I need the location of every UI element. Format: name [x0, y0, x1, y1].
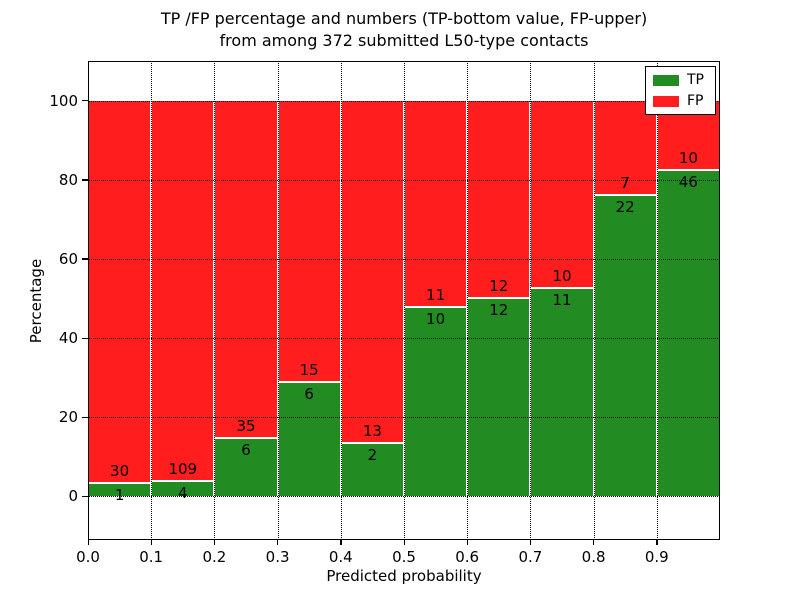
x-tick-label-8: 0.8: [581, 548, 606, 566]
x-tick-2: [213, 540, 216, 545]
fp-count-label-7: 10: [552, 267, 572, 286]
x-tick-label-2: 0.2: [202, 548, 227, 566]
legend-item-tp: TP: [653, 72, 715, 88]
bar-segment-fp-3: [278, 100, 340, 382]
tp-count-label-3: 6: [304, 385, 314, 404]
fp-count-label-6: 12: [489, 276, 509, 295]
bar-segment-fp-0: [89, 100, 151, 482]
tp-count-label-1: 4: [178, 484, 188, 503]
bar-segment-tp-2: [215, 438, 277, 497]
legend: TP FP: [645, 66, 716, 115]
bar-segment-tp-0: [89, 483, 151, 497]
fp-count-label-1: 109: [168, 460, 198, 479]
tp-count-label-8: 22: [615, 198, 635, 217]
legend-label-tp: TP: [687, 72, 704, 88]
y-tick-label-5: 100: [49, 91, 78, 110]
x-tick-label-4: 0.4: [328, 548, 353, 566]
fp-count-label-0: 30: [110, 461, 130, 480]
x-tick-8: [593, 540, 595, 545]
bar-segment-tp-8: [594, 196, 656, 497]
fp-count-label-9: 10: [678, 149, 698, 168]
legend-label-fp: FP: [687, 93, 704, 109]
v-gridline-0.6: [467, 61, 469, 540]
x-tick-9: [656, 540, 658, 545]
x-tick-label-1: 0.1: [139, 548, 164, 566]
v-gridline-0.1: [151, 61, 153, 540]
fp-count-label-3: 15: [299, 361, 319, 380]
bar-segment-fp-1: [152, 100, 214, 481]
v-gridline-0.2: [214, 61, 216, 540]
v-gridline-0.9: [656, 61, 658, 540]
v-gridline-0.8: [593, 61, 595, 540]
bar-segment-fp-4: [341, 100, 403, 442]
y-axis-label: Percentage: [27, 258, 45, 344]
v-gridline-0.3: [277, 61, 279, 540]
x-tick-3: [277, 540, 279, 545]
tp-count-label-7: 11: [552, 291, 572, 310]
plot-area: 30 1 109 4 35 6 15 6 13 2 11 10 12 12 10 11 7 22 10 46: [88, 61, 720, 540]
tp-color-swatch: [653, 74, 679, 86]
y-tick-0: [82, 495, 88, 498]
bar-segment-tp-9: [657, 171, 719, 497]
x-tick-5: [403, 540, 405, 545]
y-tick-2: [82, 337, 88, 339]
tp-count-label-0: 1: [114, 485, 125, 504]
y-tick-label-2: 40: [58, 329, 78, 348]
x-tick-label-5: 0.5: [392, 548, 416, 566]
tp-count-label-9: 46: [678, 173, 698, 192]
fp-color-swatch: [653, 95, 679, 107]
v-gridline-0.4: [340, 61, 342, 540]
bar-segment-tp-7: [531, 289, 593, 497]
y-tick-label-4: 80: [58, 170, 78, 189]
x-tick-1: [150, 540, 153, 545]
y-tick-label-3: 60: [58, 249, 78, 268]
x-tick-label-6: 0.6: [455, 548, 480, 566]
fp-count-label-5: 11: [426, 285, 446, 304]
fp-count-label-2: 35: [236, 416, 256, 435]
fp-count-label-4: 13: [362, 421, 382, 440]
y-tick-label-1: 20: [58, 408, 78, 427]
bar-segment-fp-2: [215, 100, 277, 437]
x-tick-label-7: 0.7: [518, 548, 543, 566]
bar-segment-fp-5: [405, 100, 467, 306]
tp-count-label-4: 2: [367, 445, 378, 464]
tp-count-label-6: 12: [489, 300, 509, 319]
y-tick-3: [82, 258, 88, 260]
v-gridline-0.5: [404, 61, 405, 540]
tp-count-label-2: 6: [241, 440, 251, 459]
bar-segment-fp-7: [531, 100, 593, 288]
x-tick-4: [340, 540, 342, 545]
x-tick-label-9: 0.9: [644, 548, 669, 566]
x-tick-6: [466, 540, 469, 545]
y-tick-1: [82, 416, 88, 419]
x-tick-0: [87, 540, 89, 545]
bar-segment-tp-4: [341, 443, 403, 497]
bar-segment-tp-6: [468, 298, 530, 497]
chart-title-line2: from among 372 submitted L50-type contac…: [219, 31, 589, 50]
fp-count-label-8: 7: [620, 174, 630, 193]
x-tick-7: [529, 540, 532, 545]
x-tick-label-3: 0.3: [265, 548, 290, 566]
bar-segment-tp-5: [405, 307, 467, 497]
y-tick-label-0: 0: [68, 487, 78, 506]
legend-item-fp: FP: [653, 93, 715, 109]
bar-segment-tp-3: [278, 383, 340, 497]
x-tick-label-0: 0.0: [76, 548, 100, 566]
v-gridline-0.7: [530, 61, 532, 540]
chart-title-line1: TP /FP percentage and numbers (TP-bottom…: [160, 9, 648, 28]
bar-segment-fp-8: [594, 100, 656, 195]
bar-segment-fp-6: [468, 100, 530, 297]
tp-count-label-5: 10: [426, 309, 446, 328]
y-tick-5: [82, 100, 88, 102]
y-tick-4: [82, 179, 88, 181]
x-axis-label: Predicted probability: [326, 567, 482, 585]
bar-segment-tp-1: [152, 482, 214, 497]
